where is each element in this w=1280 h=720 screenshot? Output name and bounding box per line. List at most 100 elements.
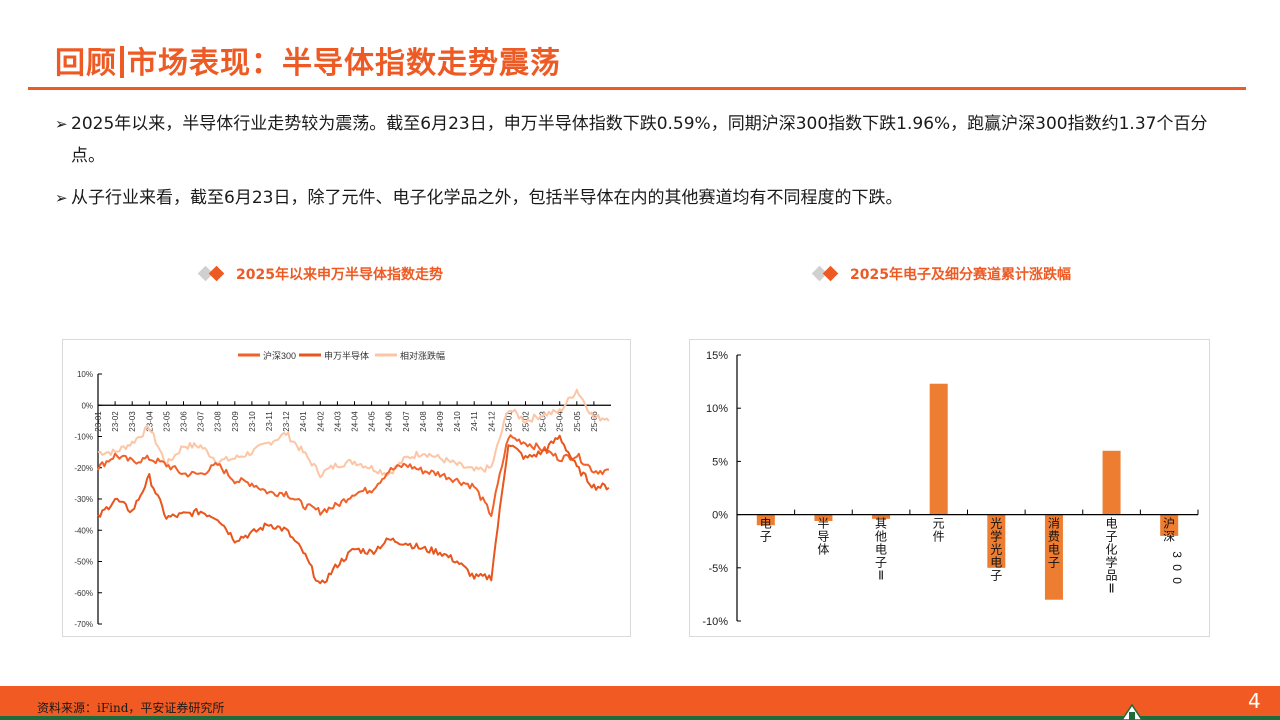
y-tick-label: -30% — [74, 495, 93, 504]
x-tick-label: 23-12 — [282, 411, 291, 432]
x-tick-label: 子 — [990, 569, 1002, 583]
y-tick-label: -20% — [74, 464, 93, 473]
bullet-text: 2025年以来，半导体行业走势较为震荡。截至6月23日，申万半导体指数下跌0.5… — [71, 114, 1208, 166]
x-tick-label: 子 — [1106, 530, 1118, 544]
x-tick-label: 24-02 — [316, 411, 325, 432]
logo-icon — [1121, 703, 1143, 720]
left-chart-title: 2025年以来申万半导体指数走势 — [197, 264, 443, 284]
bullet-item: ➢ 2025年以来，半导体行业走势较为震荡。截至6月23日，申万半导体指数下跌0… — [55, 108, 1235, 172]
y-tick-label: -50% — [74, 558, 93, 567]
x-tick-label: 体 — [817, 543, 829, 557]
x-tick-label: 学 — [1106, 555, 1118, 570]
x-tick-label: 元 — [933, 517, 945, 531]
x-tick-label: 学 — [990, 529, 1002, 544]
x-tick-label: 24-03 — [333, 411, 342, 432]
x-tick-label: 其 — [875, 517, 887, 531]
x-tick-label: 他 — [875, 530, 887, 544]
line-chart-panel: 沪深300 申万半导体 相对涨跌幅 10% 0% -10% -20% -30% -40% -50%… — [62, 339, 631, 637]
x-tick-label: 23-07 — [197, 411, 206, 432]
x-tick-label: 电 — [990, 556, 1002, 570]
x-tick-label: Ⅱ — [1109, 582, 1115, 596]
x-tick-label: 件 — [933, 530, 945, 544]
x-tick-label: 光 — [990, 517, 1002, 531]
line-chart: 沪深300 申万半导体 相对涨跌幅 10% 0% -10% -20% -30% -40% -50%… — [74, 350, 611, 629]
x-tick-label: 24-10 — [453, 411, 462, 432]
arrow-bullet-icon: ➢ — [55, 115, 68, 133]
legend-label: 申万半导体 — [324, 350, 369, 361]
x-tick-label: 23-05 — [162, 411, 171, 432]
left-chart-title-text: 2025年以来申万半导体指数走势 — [236, 267, 443, 283]
x-tick-label: 25-05 — [573, 411, 582, 432]
x-tick-label: 25-04 — [556, 411, 565, 432]
series-line — [97, 434, 610, 585]
bar — [1102, 450, 1121, 515]
title-prefix: 回顾 — [55, 46, 117, 81]
x-tick-label: 24-06 — [385, 411, 394, 432]
x-tick-label: 电 — [875, 543, 887, 557]
y-tick-label: -60% — [74, 589, 93, 598]
bar — [814, 514, 833, 521]
y-tick-label: -10% — [74, 433, 93, 442]
x-tick-label: 0 — [1170, 564, 1184, 571]
x-tick-label: 3 — [1170, 551, 1184, 558]
x-tick-label: 24-07 — [402, 411, 411, 432]
bullet-text: 从子行业来看，截至6月23日，除了元件、电子化学品之外，包括半导体在内的其他赛道… — [71, 188, 903, 208]
y-tick-label: 15% — [706, 350, 728, 362]
x-tick-label: 23-10 — [248, 411, 257, 432]
x-tick-label: 25-03 — [539, 411, 548, 432]
bar — [1044, 514, 1063, 600]
x-tick-label: 23-08 — [214, 411, 223, 432]
x-tick-label: 0 — [1170, 577, 1184, 584]
series-line — [97, 434, 609, 517]
x-tick-label: 沪 — [1163, 517, 1175, 531]
y-tick-label: -10% — [702, 616, 728, 628]
y-tick-label: -40% — [74, 526, 93, 535]
x-tick-label: 化 — [1106, 543, 1118, 557]
diamond-icon — [811, 265, 842, 283]
x-tick-label: Ⅱ — [878, 569, 884, 583]
x-tick-label: 23-09 — [231, 411, 240, 432]
x-tick-label: 电 — [1106, 517, 1118, 531]
page-number: 4 — [1248, 689, 1261, 713]
bar — [872, 514, 891, 519]
x-tick-label: 24-01 — [299, 411, 308, 432]
footer-bar — [0, 686, 1280, 720]
footer-line — [0, 716, 1280, 720]
x-tick-label: 电 — [760, 517, 772, 531]
bar-chart: 15%10%5%0%-5%-10%电子半导体其他电子Ⅱ元件光学光电子消费电子电子… — [702, 350, 1199, 628]
source-note: 资料来源：iFind，平安证券研究所 — [37, 701, 225, 715]
x-tick-label: 深 — [1163, 530, 1175, 544]
x-tick-label: 24-11 — [470, 411, 479, 431]
x-tick-label: 24-08 — [419, 411, 428, 432]
x-tick-label: 半 — [817, 517, 829, 531]
x-tick-label: 24-09 — [436, 411, 445, 432]
bar — [1160, 514, 1179, 536]
x-tick-label: 24-05 — [368, 411, 377, 432]
y-tick-label: -5% — [708, 563, 728, 575]
title-underline — [28, 87, 1246, 90]
bar — [756, 514, 775, 526]
x-tick-label: 23-11 — [265, 411, 274, 431]
x-tick-label: 25-06 — [590, 411, 599, 432]
x-tick-label: 子 — [1048, 556, 1060, 570]
right-chart-title-text: 2025年电子及细分赛道累计涨跌幅 — [850, 267, 1071, 283]
y-tick-label: 5% — [712, 456, 728, 468]
x-tick-label: 25-01 — [504, 411, 513, 432]
x-tick-label: 23-04 — [145, 411, 154, 432]
x-tick-label: 24-12 — [487, 411, 496, 432]
y-tick-label: -70% — [74, 620, 93, 629]
bar — [929, 383, 948, 515]
right-chart-title: 2025年电子及细分赛道累计涨跌幅 — [811, 264, 1071, 284]
arrow-bullet-icon: ➢ — [55, 189, 68, 207]
title-main: 市场表现：半导体指数走势震荡 — [127, 46, 561, 81]
bullet-item: ➢ 从子行业来看，截至6月23日，除了元件、电子化学品之外，包括半导体在内的其他… — [55, 182, 1235, 214]
bullet-list: ➢ 2025年以来，半导体行业走势较为震荡。截至6月23日，申万半导体指数下跌0… — [55, 108, 1235, 224]
title-divider — [120, 46, 124, 78]
y-tick-label: 0% — [712, 510, 728, 522]
x-tick-label: 23-03 — [128, 411, 137, 432]
x-tick-label: 导 — [817, 530, 829, 544]
x-tick-label: 23-01 — [94, 411, 103, 432]
page-title: 回顾 市场表现：半导体指数走势震荡 — [55, 38, 561, 82]
y-tick-label: 10% — [706, 403, 728, 415]
y-tick-label: 10% — [77, 370, 93, 379]
